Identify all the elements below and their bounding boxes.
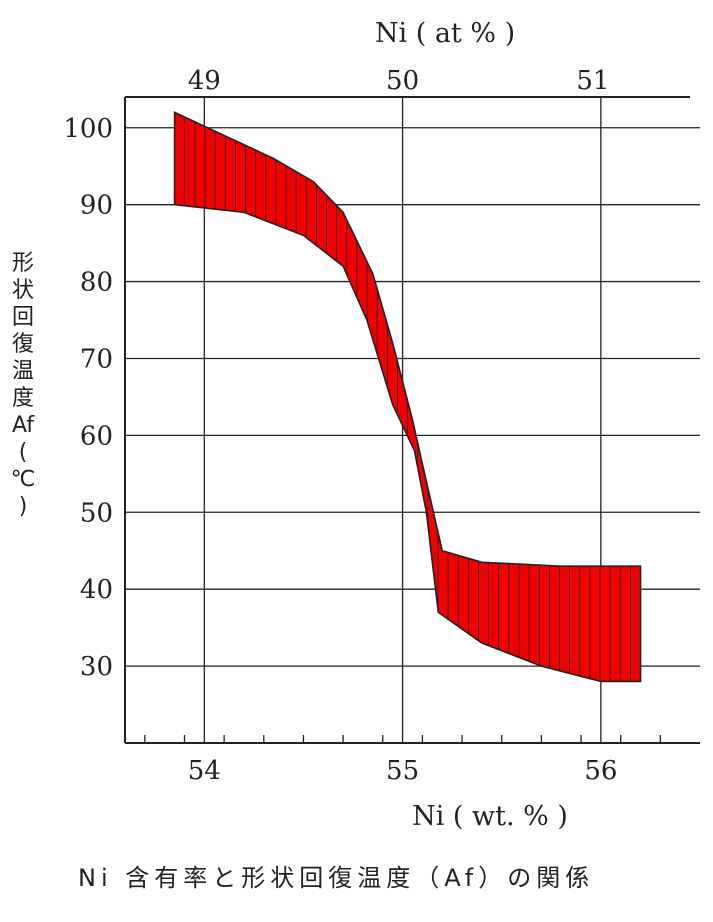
y-axis-title-char: Af <box>11 413 34 438</box>
top-axis-title: Ni ( at % ) <box>375 18 515 49</box>
af-band <box>173 111 642 683</box>
y-axis-title-char: 状 <box>11 278 34 303</box>
y-axis-title-char: 度 <box>11 386 34 411</box>
y-tick-label: 30 <box>80 652 113 682</box>
y-axis-title-char: ℃ <box>10 467 36 492</box>
y-axis-title-char: 温 <box>11 359 34 384</box>
y-axis-title-char: 形 <box>11 251 34 276</box>
axes <box>124 96 700 744</box>
y-tick-label: 60 <box>80 421 113 451</box>
y-tick-label: 50 <box>80 498 113 528</box>
figure-caption: Ni 含有率と形状回復温度（Af）の関係 <box>78 864 595 892</box>
y-axis-title-char: ( <box>18 440 28 465</box>
af-range-band <box>173 111 642 683</box>
x2-tick-label: 49 <box>188 66 221 96</box>
y-tick-label: 70 <box>80 344 113 374</box>
x-tick-label: 54 <box>188 756 221 786</box>
bottom-axis-title: Ni ( wt. % ) <box>412 801 568 832</box>
y-axis-title-char: ) <box>18 494 28 519</box>
y-tick-label: 80 <box>80 268 113 298</box>
x-tick-label: 56 <box>584 756 617 786</box>
y-axis-title: 形状回復温度 Af(℃) <box>6 250 40 520</box>
y-axis-title-char: 復 <box>11 332 34 357</box>
tick-labels: 30 40 50 60 70 80 90 100 54 55 56 49 50 51 <box>63 66 617 786</box>
x2-tick-label: 51 <box>576 66 609 96</box>
y-axis-title-char: 回 <box>11 305 34 330</box>
y-tick-label: 40 <box>80 575 113 605</box>
x-tick-label: 55 <box>386 756 419 786</box>
x2-tick-label: 50 <box>386 66 419 96</box>
y-tick-label: 100 <box>63 114 113 144</box>
y-tick-label: 90 <box>80 191 113 221</box>
